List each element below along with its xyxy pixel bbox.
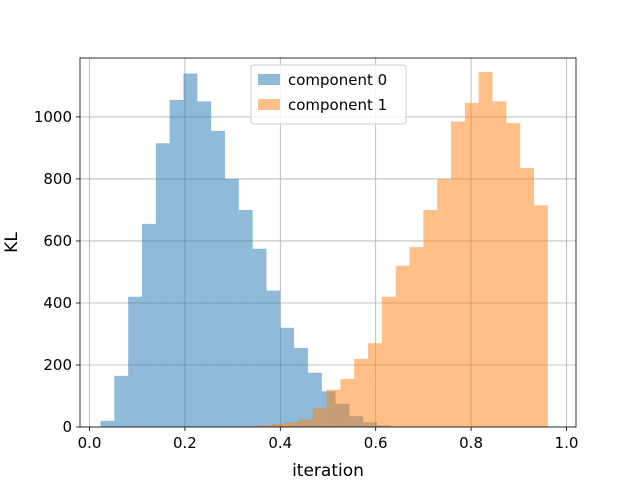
histogram-bar-component-0 xyxy=(142,223,156,427)
legend-swatch-component-1 xyxy=(258,99,280,110)
histogram-bar-component-1 xyxy=(368,343,382,427)
y-tick-label: 0 xyxy=(62,418,72,436)
legend-swatch-component-0 xyxy=(258,74,280,85)
x-tick-label: 0.8 xyxy=(459,434,483,452)
histogram-bar-component-1 xyxy=(464,102,479,427)
histogram-bars xyxy=(100,71,548,428)
histogram-bar-component-1 xyxy=(271,423,286,427)
y-tick-label: 200 xyxy=(43,356,72,374)
x-tick-label: 0.6 xyxy=(364,434,388,452)
histogram-bar-component-1 xyxy=(423,209,438,427)
histogram-bar-component-0 xyxy=(155,143,170,427)
legend-label-component-0: component 0 xyxy=(288,71,387,89)
y-tick-label: 800 xyxy=(43,170,72,188)
histogram-bar-component-1 xyxy=(340,378,355,427)
x-tick-label: 0.0 xyxy=(78,434,102,452)
x-tick-label: 1.0 xyxy=(555,434,579,452)
x-tick-label: 0.2 xyxy=(173,434,197,452)
histogram-bar-component-1 xyxy=(492,101,507,427)
histogram-bar-component-0 xyxy=(238,209,253,427)
y-tick-label: 600 xyxy=(43,232,72,250)
histogram-bar-component-0 xyxy=(224,178,239,427)
histogram-bar-component-0 xyxy=(252,248,267,427)
histogram-bar-component-1 xyxy=(520,168,535,427)
histogram-bar-component-1 xyxy=(451,121,465,427)
histogram-bar-component-1 xyxy=(285,422,299,427)
histogram-bar-component-1 xyxy=(437,178,452,427)
legend: component 0 component 1 xyxy=(250,64,407,125)
histogram-bar-component-1 xyxy=(506,123,521,427)
y-axis-label: KL xyxy=(2,232,22,253)
histogram-bar-component-0 xyxy=(266,290,281,427)
legend-box xyxy=(250,64,407,125)
histogram-bar-component-1 xyxy=(257,425,272,427)
histogram-bar-component-1 xyxy=(326,389,341,427)
x-tick-label: 0.4 xyxy=(268,434,292,452)
axis-ticks: 0.0 0.2 0.4 0.6 0.8 1.0 0 200 400 600 800 1000 xyxy=(34,108,579,452)
histogram-bar-component-0 xyxy=(114,375,129,427)
histogram-bar-component-1 xyxy=(409,247,424,427)
histogram-bar-component-0 xyxy=(197,101,212,427)
histogram-bar-component-0 xyxy=(294,347,308,427)
histogram-bar-component-1 xyxy=(298,419,313,427)
plot-frame xyxy=(79,57,577,428)
histogram-bar-component-1 xyxy=(312,408,327,427)
histogram-bar-component-1 xyxy=(478,71,493,427)
histogram-bar-component-0 xyxy=(128,296,142,427)
y-tick-label: 1000 xyxy=(34,108,72,126)
legend-label-component-1: component 1 xyxy=(288,96,387,114)
histogram-bar-component-0 xyxy=(100,420,115,427)
histogram-bar-component-1 xyxy=(534,205,548,427)
histogram-bar-component-1 xyxy=(381,296,396,427)
x-axis-label: iteration xyxy=(292,461,364,480)
histogram-bar-component-1 xyxy=(395,265,410,427)
histogram-bar-component-0 xyxy=(280,327,295,427)
histogram-bar-component-0 xyxy=(183,73,198,427)
histogram-bar-component-0 xyxy=(169,99,184,428)
histogram-bar-component-1 xyxy=(354,358,369,427)
histogram-bar-component-0 xyxy=(211,130,225,427)
y-tick-label: 400 xyxy=(43,294,72,312)
